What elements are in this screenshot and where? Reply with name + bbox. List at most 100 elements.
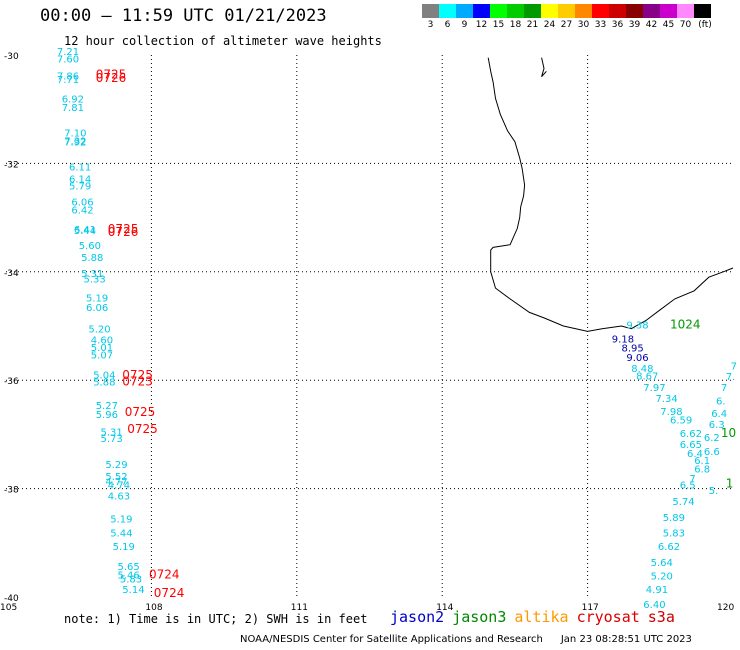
lat-tick-label: -30 bbox=[4, 52, 19, 62]
pass-time-label: 0725 bbox=[127, 422, 158, 436]
wave-height-label: 7.92 bbox=[64, 138, 86, 149]
wave-height-label: 5.60 bbox=[79, 241, 101, 252]
wave-height-label: 5.96 bbox=[96, 410, 118, 421]
lat-tick-label: -32 bbox=[4, 160, 19, 170]
legend-tick-label: 30 bbox=[577, 20, 590, 30]
pass-time-label: 0724 bbox=[154, 586, 185, 600]
legend-unit: (ft) bbox=[698, 20, 712, 30]
lon-tick-label: 108 bbox=[145, 603, 162, 610]
wave-height-label: 6.5 bbox=[680, 481, 696, 492]
wave-height-label: 7.60 bbox=[57, 55, 79, 66]
map-title: 00:00 – 11:59 UTC 01/21/2023 bbox=[40, 6, 327, 26]
legend-swatch bbox=[592, 4, 609, 18]
legend-swatch bbox=[473, 4, 490, 18]
wave-height-label: 9.38 bbox=[626, 321, 648, 332]
legend-tick-label: 6 bbox=[444, 20, 451, 30]
wave-height-label: 6.4 bbox=[711, 409, 727, 420]
legend-swatch bbox=[439, 4, 456, 18]
wave-height-label: 6.62 bbox=[658, 542, 680, 553]
legend-swatch bbox=[456, 4, 473, 18]
wave-height-label: 5.46 bbox=[118, 571, 140, 582]
legend-tick-label: 18 bbox=[509, 20, 522, 30]
legend-swatch bbox=[575, 4, 592, 18]
pass-time-label: 0725 bbox=[108, 222, 139, 236]
wave-height-label: 5.33 bbox=[84, 275, 106, 286]
lon-tick-label: 117 bbox=[582, 603, 599, 610]
wave-height-label: 5.74 bbox=[672, 497, 694, 508]
satellite-jason2: jason2 bbox=[390, 608, 445, 626]
wave-height-label: 8.67 bbox=[636, 372, 658, 383]
wave-height-label: 7.71 bbox=[57, 75, 79, 86]
wave-height-label: 6.92 bbox=[62, 95, 84, 106]
wave-height-label: 4.91 bbox=[646, 585, 668, 596]
legend-swatch bbox=[609, 4, 626, 18]
wave-height-label: 5.44 bbox=[74, 226, 96, 237]
wave-height-label: 7.21 bbox=[57, 47, 79, 58]
legend-tick-label: 9 bbox=[461, 20, 468, 30]
legend-swatch bbox=[558, 4, 575, 18]
coastline-path bbox=[487, 57, 734, 332]
wave-height-label: 4.77 bbox=[105, 477, 127, 488]
wave-height-label: 4.63 bbox=[108, 491, 130, 502]
lat-tick-label: -36 bbox=[4, 377, 19, 387]
wave-height-label: 7.98 bbox=[660, 407, 682, 418]
wave-height-label: 5.20 bbox=[88, 325, 110, 336]
wave-height-label: 5.29 bbox=[105, 460, 127, 471]
lat-tick-label: -40 bbox=[4, 594, 19, 604]
legend-swatch bbox=[541, 4, 558, 18]
legend-tick-label: 42 bbox=[645, 20, 658, 30]
wave-height-label: 5.44 bbox=[110, 528, 132, 539]
wave-height-label: 5.07 bbox=[91, 351, 113, 362]
legend-tick-label: 45 bbox=[662, 20, 675, 30]
wave-height-label: 9.06 bbox=[626, 353, 648, 364]
credit-line: NOAA/NESDIS Center for Satellite Applica… bbox=[240, 634, 692, 645]
wave-height-label: 6.06 bbox=[86, 303, 108, 314]
legend-swatch bbox=[660, 4, 677, 18]
legend-tick-label: 27 bbox=[560, 20, 573, 30]
wave-height-label: 5.83 bbox=[663, 528, 685, 539]
wave-height-label: 7.86 bbox=[57, 71, 79, 82]
lon-tick-label: 111 bbox=[291, 603, 308, 610]
wave-height-label: 6.8 bbox=[694, 464, 710, 475]
legend-swatch bbox=[422, 4, 439, 18]
wave-height-label: 7.34 bbox=[656, 394, 678, 405]
pass-time-label: 0725 bbox=[122, 368, 153, 382]
satellite-cryosat: cryosat bbox=[576, 608, 640, 626]
wave-height-label: 6.1 bbox=[694, 456, 710, 467]
legend-tick-label: 3 bbox=[427, 20, 434, 30]
wave-height-label: 7.81 bbox=[62, 103, 84, 114]
lon-tick-label: 114 bbox=[436, 603, 453, 610]
satellite-jason3: jason3 bbox=[452, 608, 507, 626]
wave-height-label: 8.95 bbox=[622, 344, 644, 355]
wave-height-label: 6. bbox=[716, 397, 726, 408]
legend-swatch bbox=[507, 4, 524, 18]
wave-height-label: 5.27 bbox=[96, 401, 118, 412]
wave-height-label: 5.88 bbox=[81, 253, 103, 264]
credit-timestamp: Jan 23 08:28:51 UTC 2023 bbox=[560, 634, 692, 645]
legend-tick-label: 36 bbox=[611, 20, 624, 30]
wave-height-label: 5.89 bbox=[663, 513, 685, 524]
wave-height-label: 6.40 bbox=[643, 600, 665, 610]
wave-height-label: 6.11 bbox=[69, 162, 91, 173]
wave-height-label: 6.06 bbox=[71, 198, 93, 209]
legend-swatch bbox=[694, 4, 711, 18]
wave-height-label: 5.20 bbox=[651, 572, 673, 583]
wave-height-label: 7.97 bbox=[643, 383, 665, 394]
wave-height-label: 7. bbox=[726, 372, 736, 383]
legend-tick-label: 15 bbox=[492, 20, 505, 30]
pass-time-label: 0724 bbox=[149, 568, 180, 582]
pass-time-label: 0726 bbox=[108, 225, 139, 239]
wave-height-label: 8.48 bbox=[631, 364, 653, 375]
wave-height-label: 6.14 bbox=[69, 174, 91, 185]
lon-tick-label: 120 bbox=[717, 603, 734, 610]
pass-time-label: 1024 bbox=[670, 318, 701, 332]
wave-height-label: 7 bbox=[721, 383, 727, 394]
pass-time-label: 10 bbox=[721, 426, 736, 440]
lat-tick-label: -34 bbox=[4, 269, 19, 279]
footer-note: note: 1) Time is in UTC; 2) SWH is in fe… bbox=[64, 612, 368, 626]
legend-swatch bbox=[626, 4, 643, 18]
wave-height-label: 6.4 bbox=[687, 449, 703, 460]
pass-time-label: 0723 bbox=[122, 375, 153, 389]
legend-tick-label: 12 bbox=[475, 20, 488, 30]
wave-height-label: 6.3 bbox=[709, 420, 725, 431]
